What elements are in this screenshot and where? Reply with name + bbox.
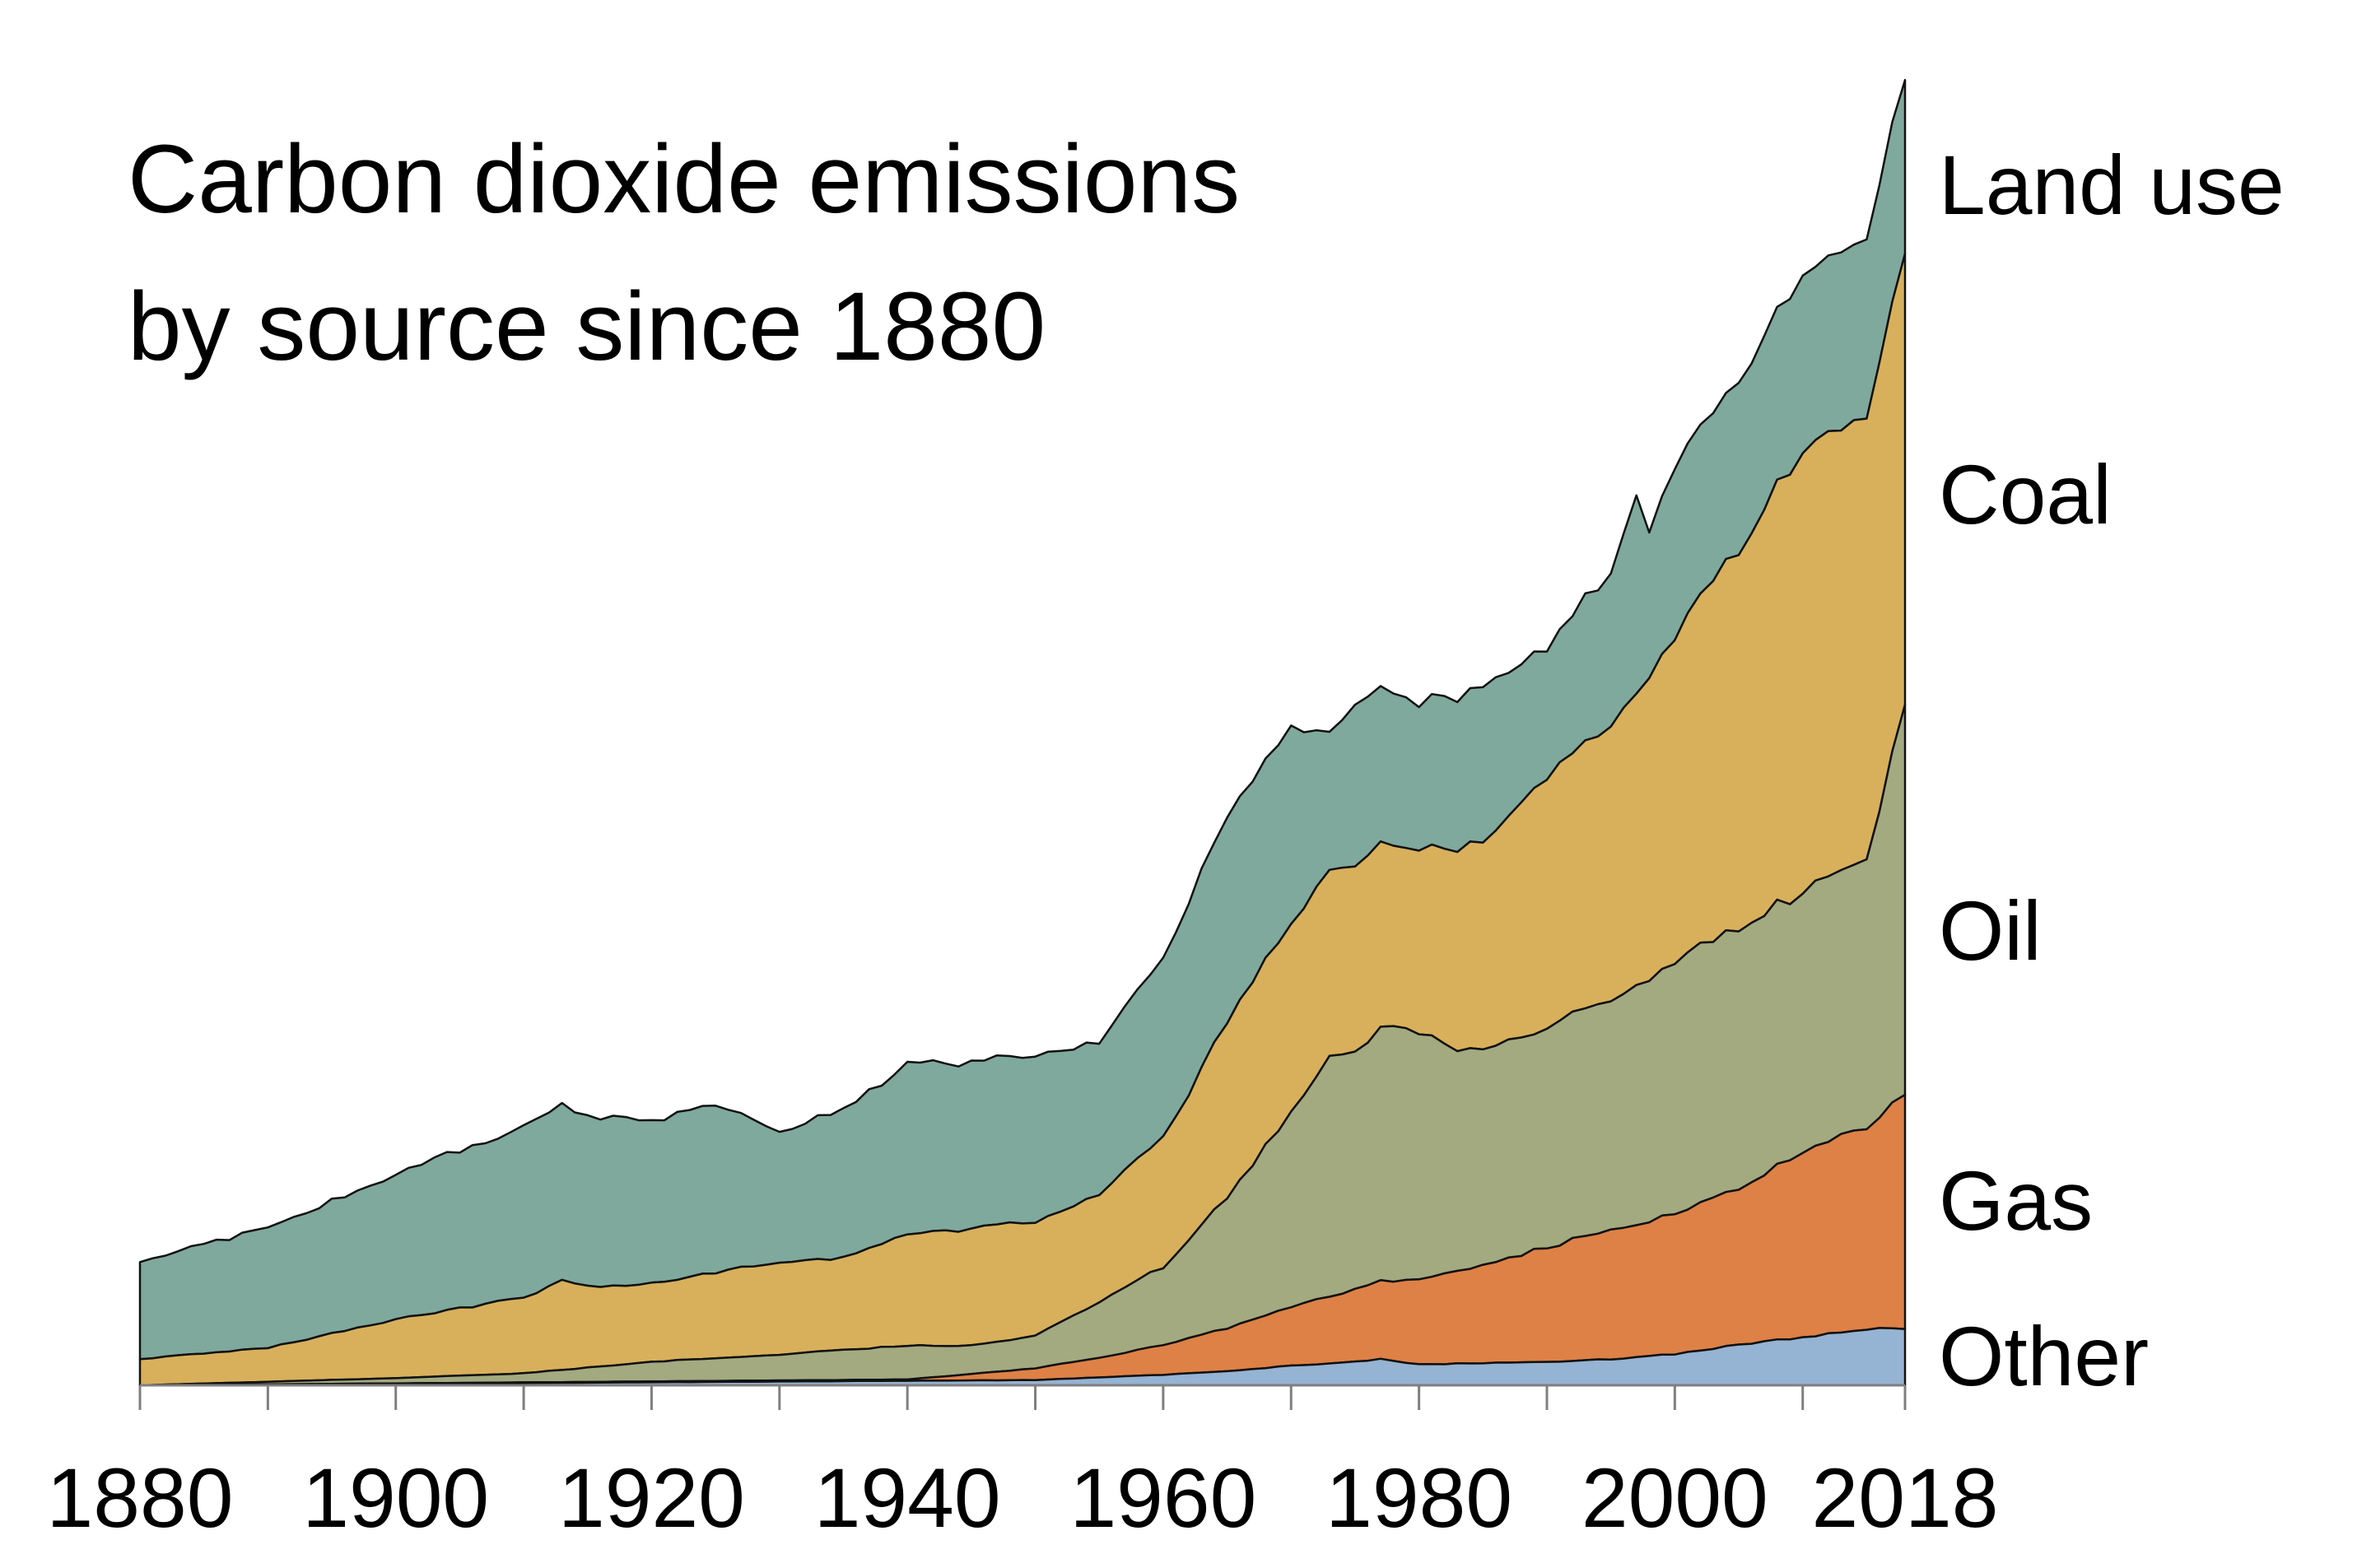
series-label-oil: Oil [1939, 884, 2042, 978]
chart-title: Carbon dioxide emissions by source since… [128, 125, 1240, 381]
chart-title-line-2: by source since 1880 [128, 272, 1046, 381]
x-tick-label: 2000 [1581, 1451, 1768, 1545]
x-tick-label: 1900 [302, 1451, 489, 1545]
x-axis-ticks [138, 1385, 1907, 1410]
x-tick-label: 1940 [814, 1451, 1001, 1545]
area-layers [138, 78, 1907, 1387]
x-tick-label: 1980 [1325, 1451, 1512, 1545]
x-tick-label: 2018 [1812, 1451, 1999, 1545]
series-label-coal: Coal [1939, 448, 2112, 542]
x-axis: 1880 1900 1920 1940 1960 1980 2000 2018 [47, 1384, 1999, 1545]
chart-title-line-1: Carbon dioxide emissions [128, 125, 1240, 234]
x-axis-tick-labels: 1880 1900 1920 1940 1960 1980 2000 2018 [47, 1451, 1999, 1545]
series-labels: Land use Coal Oil Gas Other [1939, 138, 2285, 1403]
x-tick-label: 1960 [1069, 1451, 1256, 1545]
x-tick-label: 1920 [558, 1451, 745, 1545]
series-label-other: Other [1939, 1310, 2149, 1403]
x-tick-label: 1880 [47, 1451, 234, 1545]
series-label-land-use: Land use [1939, 138, 2285, 232]
series-label-gas: Gas [1939, 1154, 2093, 1248]
